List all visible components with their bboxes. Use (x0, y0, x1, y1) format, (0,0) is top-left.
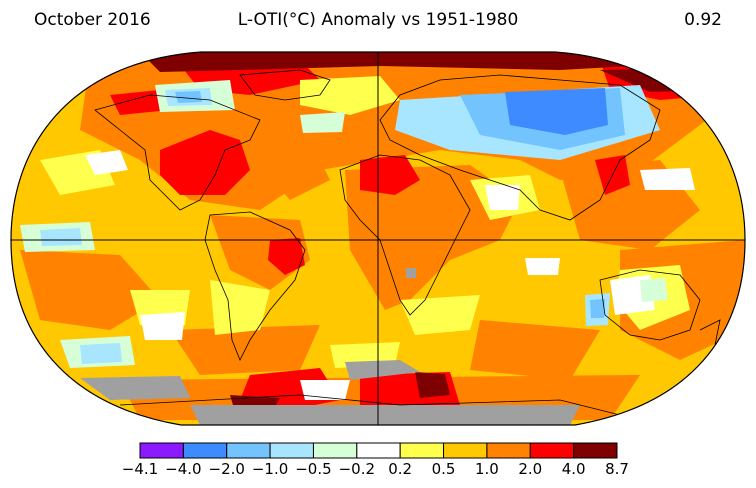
legend-tick-label: 2.0 (518, 460, 542, 478)
legend-swatch (139, 442, 184, 459)
map-title: L-OTI(°C) Anomaly vs 1951-1980 (237, 10, 519, 30)
legend-tick-label: 1.0 (475, 460, 499, 478)
anomaly-white-regions (85, 150, 695, 400)
anomaly-deepblue-regions (505, 88, 608, 135)
legend-tick-label: 0.2 (388, 460, 412, 478)
legend-tick-label: 8.7 (605, 460, 629, 478)
legend-swatch (486, 442, 531, 459)
global-mean-value: 0.92 (684, 10, 722, 30)
legend-tick-label: −2.0 (209, 460, 245, 478)
map-date: October 2016 (34, 10, 151, 30)
coastlines (94, 69, 721, 416)
legend-tick-label: −4.1 (122, 460, 158, 478)
legend-swatch (312, 442, 358, 459)
legend-tick-label: −0.5 (295, 460, 331, 478)
legend-swatch (529, 442, 575, 459)
legend-tick-label: −4.0 (165, 460, 201, 478)
legend-swatch (226, 442, 271, 459)
legend-tick-label: 0.5 (432, 460, 456, 478)
graticule (11, 52, 745, 425)
legend-tick-label: −0.2 (339, 460, 375, 478)
map-outline (10, 51, 746, 426)
legend-tick-label: −1.0 (252, 460, 288, 478)
missing-data-regions (80, 268, 580, 425)
legend-swatch (269, 442, 314, 459)
legend-tick-label: 4.0 (562, 460, 586, 478)
legend-swatch (399, 442, 445, 459)
legend-swatch (443, 442, 488, 459)
legend-swatch (573, 442, 618, 459)
legend-swatch (182, 442, 228, 459)
legend-swatch (356, 442, 401, 459)
